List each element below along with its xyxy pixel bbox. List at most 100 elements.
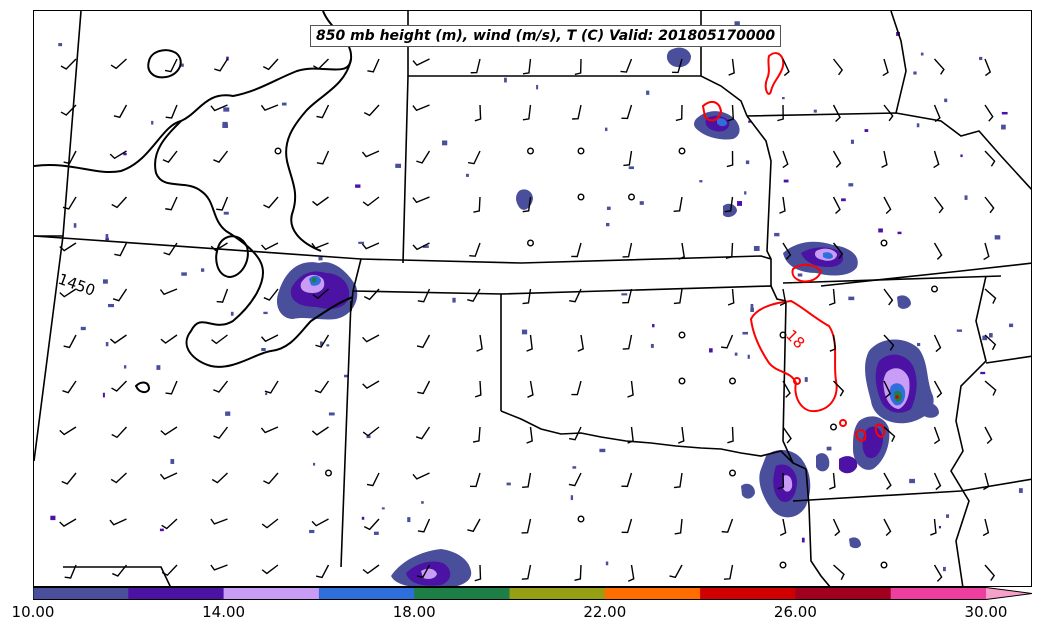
wind-barb-icon — [933, 104, 941, 123]
wind-barb-icon — [832, 196, 841, 214]
wind-barb-icon — [672, 58, 683, 74]
wind-barb-icon — [725, 242, 734, 259]
speed-speckle — [989, 333, 993, 338]
wind-barb-icon — [574, 58, 582, 76]
wind-barb-icon — [620, 58, 633, 73]
speed-speckle — [407, 517, 411, 523]
wind-barb-icon — [165, 380, 178, 395]
wind-barb-icon — [467, 288, 481, 302]
wind-barb-icon — [316, 104, 330, 119]
speed-speckle — [506, 482, 511, 486]
wind-barb-icon — [674, 518, 683, 535]
speed-speckle — [599, 448, 606, 453]
wind-barb-icon — [361, 242, 380, 250]
wind-barb-icon — [416, 564, 431, 579]
calm-circle-icon — [830, 423, 838, 431]
speed-speckle — [753, 245, 760, 251]
wind-barb-icon — [164, 58, 178, 73]
wind-barb-icon — [720, 334, 734, 349]
speed-speckle — [980, 371, 986, 375]
speed-speckle — [105, 234, 109, 239]
wind-barb-icon — [984, 426, 993, 444]
wind-barb-icon — [622, 242, 633, 258]
wind-barb-icon — [577, 334, 585, 352]
wind-barb-icon — [882, 58, 889, 77]
wind-barb-icon — [832, 58, 844, 76]
speed-speckle — [737, 201, 743, 206]
wind-barb-icon — [627, 426, 634, 444]
wind-barb-icon — [621, 472, 633, 488]
wind-barb-icon — [673, 196, 683, 213]
speed-speckle — [442, 140, 448, 146]
colorbar-tick-label: 10.00 — [11, 603, 55, 621]
speed-speckle — [848, 183, 854, 187]
speed-speckle — [804, 377, 808, 382]
wind-barb-icon — [526, 334, 533, 352]
wind-barb-icon — [574, 564, 582, 581]
wind-barb-icon — [677, 426, 685, 444]
wind-barb-icon — [59, 518, 77, 528]
wind-barb-icon — [522, 104, 532, 121]
speed-speckle — [80, 326, 86, 331]
speed-speckle — [864, 129, 869, 132]
temperature-contour-18 — [701, 52, 886, 442]
speed-speckle — [123, 365, 127, 369]
calm-circle-icon — [527, 147, 535, 155]
wind-barb-icon — [260, 426, 279, 434]
wind-barb-icon — [111, 426, 128, 439]
wind-barb-icon — [412, 242, 430, 251]
colorbar-segment — [414, 587, 510, 600]
speed-speckle — [913, 71, 917, 75]
calm-circle-icon — [678, 377, 686, 385]
speed-speckle — [826, 446, 832, 451]
speed-speckle — [813, 109, 817, 113]
wind-barb-icon — [61, 472, 77, 485]
wind-barb-icon — [315, 334, 330, 348]
wind-barb-icon — [264, 380, 279, 394]
speed-speckle — [639, 201, 644, 205]
colorbar-tick-label: 18.00 — [392, 603, 436, 621]
speed-speckle — [628, 166, 634, 170]
wind-barb-icon — [165, 196, 178, 211]
wind-barb-icon — [678, 242, 685, 260]
speed-speckle — [395, 163, 402, 168]
wind-barb-icon — [417, 380, 431, 395]
wind-barb-icon — [571, 242, 582, 258]
wind-barb-icon — [881, 150, 888, 169]
speed-speckle — [355, 184, 361, 188]
wind-barb-icon — [782, 426, 792, 444]
wind-barb-icon — [161, 564, 178, 577]
speed-speckle — [313, 462, 316, 466]
wind-barb-icon — [728, 58, 735, 76]
speed-speckle — [504, 77, 507, 83]
colorbar-extension — [986, 587, 1032, 600]
speed-speckle — [263, 311, 268, 315]
wind-barb-icon — [315, 564, 330, 579]
speed-speckle — [366, 435, 371, 439]
wind-barb-icon — [782, 380, 791, 398]
speed-speckle — [102, 392, 105, 398]
speed-speckle — [318, 256, 323, 261]
speed-speckle — [748, 120, 751, 123]
wind-barb-icon — [984, 380, 997, 396]
wind-speed-fill — [276, 47, 939, 586]
wind-barb-icon — [472, 426, 481, 443]
speed-speckle — [225, 411, 231, 416]
speed-speckle — [956, 329, 963, 332]
wind-barb-icon — [883, 518, 892, 536]
map-panel: 1450 18 850 mb height (m), wind (m/s), T… — [33, 10, 1032, 587]
wind-barb-icon — [833, 380, 845, 397]
speed-speckle — [344, 374, 349, 378]
wind-barb-icon — [416, 334, 431, 349]
wind-barb-icon — [159, 472, 178, 480]
wind-barb-icon — [216, 288, 229, 303]
wind-barb-icon — [527, 380, 534, 398]
wind-barb-icon — [933, 472, 942, 491]
wind-barb-icon — [210, 564, 228, 571]
wind-barb-icon — [415, 426, 431, 440]
speed-speckle — [422, 245, 429, 248]
wind-barb-icon — [782, 58, 790, 77]
wind-barb-icon — [983, 472, 990, 491]
wind-barb-icon — [623, 150, 633, 167]
speed-speckle — [652, 324, 655, 328]
